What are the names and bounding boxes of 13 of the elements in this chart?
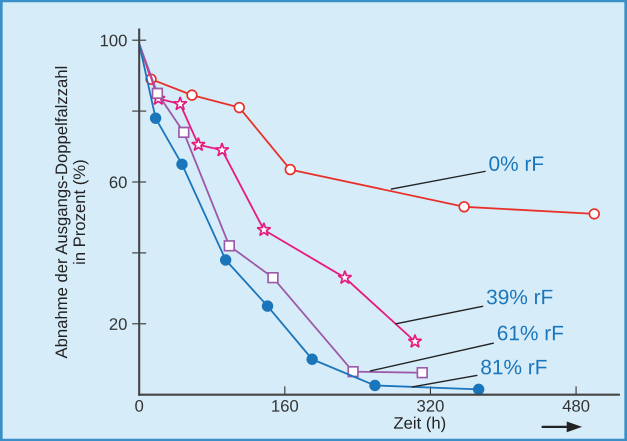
x-tick-label: 0 — [135, 400, 144, 412]
y-tick-label: 20 — [110, 318, 127, 330]
x-tick-label: 320 — [417, 400, 444, 412]
y-tick-label: 60 — [110, 176, 127, 188]
annotation: 39% rF — [486, 290, 552, 304]
x-axis-title: Zeit (h) — [394, 416, 446, 432]
x-tick-label: 160 — [272, 400, 298, 412]
annotation: 0% rF — [489, 156, 544, 172]
x-tick-label: 480 — [562, 400, 590, 412]
y-tick-label: 100 — [100, 34, 127, 46]
y-axis-title: Abnahme der Ausgangs-Doppelfalzzahl in Prozent (%) — [54, 66, 88, 358]
annotation: 81% rF — [481, 360, 547, 374]
annotation: 61% rF — [498, 326, 564, 340]
